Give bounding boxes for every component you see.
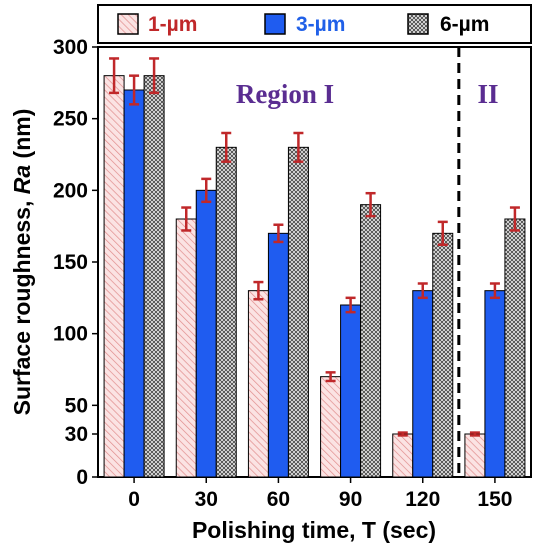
y-axis-label-prefix: Surface roughness, xyxy=(9,194,35,415)
legend-label-1um: 1-µm xyxy=(148,13,197,36)
bar-3-µm-60 xyxy=(267,232,289,478)
bar-6-µm-0 xyxy=(143,75,165,478)
bar-6-µm-120 xyxy=(432,232,454,478)
y-axis-label-suffix: (nm) xyxy=(9,109,35,165)
y-tick-label-200: 200 xyxy=(53,179,88,202)
annotation-region-1: Region I xyxy=(236,79,334,109)
y-axis-label: Surface roughness, Ra (nm) xyxy=(9,109,35,416)
legend: 1-µm 3-µm 6-µm xyxy=(97,4,532,44)
legend-swatch-3um xyxy=(264,13,286,35)
x-tick-label-60: 60 xyxy=(267,488,290,511)
y-tick-label-30: 30 xyxy=(65,423,88,446)
legend-swatch-1um xyxy=(117,13,139,35)
bar-3-µm-150 xyxy=(484,290,506,478)
x-tick-label-30: 30 xyxy=(195,488,218,511)
error-bars-layer xyxy=(109,57,520,437)
bar-3-µm-30 xyxy=(195,189,217,478)
bar-1-µm-60 xyxy=(247,290,269,478)
bar-3-µm-120 xyxy=(412,290,434,478)
legend-label-3um: 3-µm xyxy=(296,13,345,36)
ticks-layer: 0 30 60 90 120 150 0 30 50 100 150 200 250 300 xyxy=(53,36,512,511)
bar-6-µm-30 xyxy=(215,146,237,478)
legend-label-6um: 6-µm xyxy=(440,13,489,36)
y-tick-label-0: 0 xyxy=(76,466,88,489)
x-tick-label-150: 150 xyxy=(477,488,512,511)
bar-6-µm-150 xyxy=(504,218,526,478)
bar-3-µm-0 xyxy=(123,89,145,478)
legend-frame xyxy=(97,4,532,44)
y-tick-label-250: 250 xyxy=(53,108,88,131)
bar-1-µm-90 xyxy=(320,376,342,478)
bar-1-µm-0 xyxy=(103,75,125,478)
x-tick-label-120: 120 xyxy=(405,488,440,511)
bar-6-µm-90 xyxy=(360,204,382,478)
bar-3-µm-90 xyxy=(340,304,362,478)
legend-swatch-6um xyxy=(407,13,429,35)
bars-layer xyxy=(103,75,526,478)
bar-1-µm-150 xyxy=(464,433,486,478)
y-axis-label-italic: Ra xyxy=(9,165,35,195)
y-tick-label-100: 100 xyxy=(53,323,88,346)
bar-1-µm-30 xyxy=(175,218,197,478)
y-tick-label-300: 300 xyxy=(53,36,88,59)
bar-1-µm-120 xyxy=(392,433,414,478)
bar-6-µm-60 xyxy=(287,146,309,478)
x-axis-label: Polishing time, T (sec) xyxy=(192,517,436,543)
y-tick-label-50: 50 xyxy=(65,394,88,417)
annotation-region-2: II xyxy=(477,79,498,109)
x-tick-label-0: 0 xyxy=(128,488,140,511)
x-tick-label-90: 90 xyxy=(339,488,362,511)
y-tick-label-150: 150 xyxy=(53,251,88,274)
